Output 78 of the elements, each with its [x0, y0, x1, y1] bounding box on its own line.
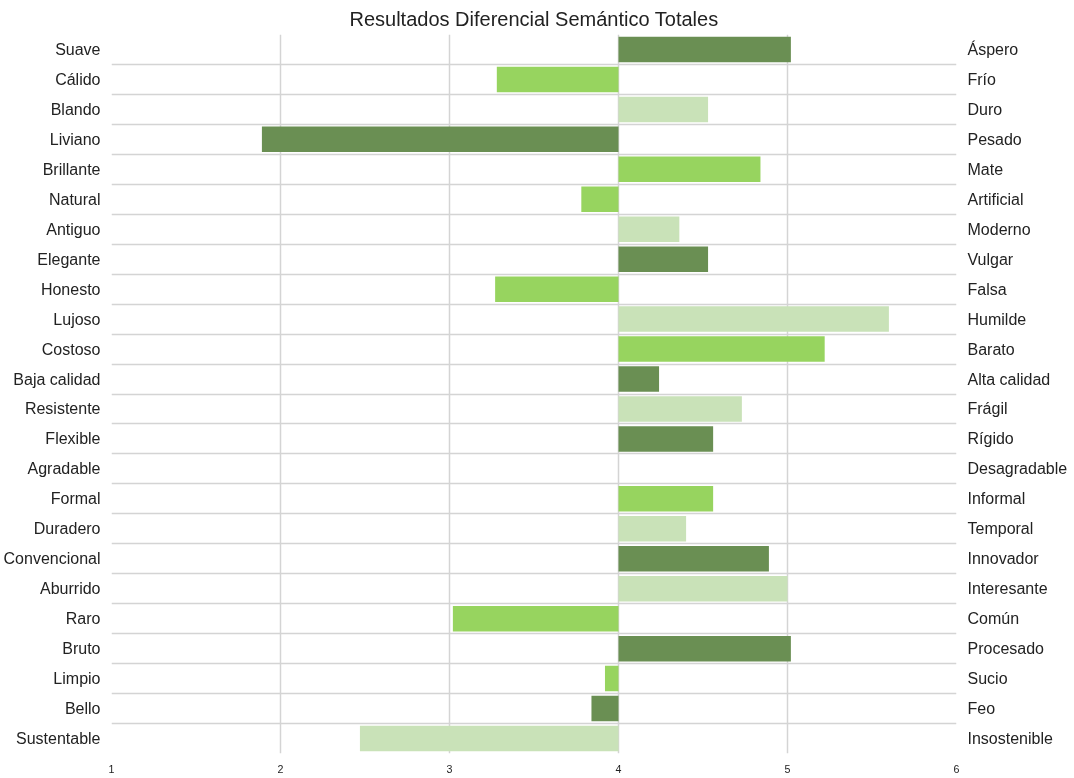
y-tick-label: Elegante [37, 250, 101, 268]
y-tick-label: Raro [65, 610, 101, 628]
y-tick-label: Honesto [40, 280, 101, 298]
y-tick-label: Agradable [27, 460, 101, 478]
bar [495, 276, 619, 302]
y2-tick-label: Común [967, 610, 1020, 628]
y2-tick-label: Duro [967, 100, 1003, 118]
bar [618, 96, 709, 123]
y-tick-label: Bello [64, 700, 101, 718]
y-tick-label: Brillante [42, 160, 101, 178]
bar [604, 665, 619, 692]
bar [618, 156, 761, 183]
y2-tick-label: Vulgar [967, 250, 1014, 268]
y2-tick-label: Desagradable [967, 460, 1068, 478]
x-tick-label: 1 [108, 762, 115, 775]
y2-tick-label: Moderno [967, 220, 1031, 238]
y-tick-label: Antiguo [46, 220, 101, 238]
y2-tick-label: Pesado [967, 130, 1022, 148]
y2-tick-label: Humilde [967, 310, 1027, 328]
y2-tick-label: Insostenible [967, 730, 1053, 748]
y-tick-label: Blando [50, 100, 101, 118]
bar [452, 605, 619, 632]
y2-tick-label: Áspero [967, 39, 1019, 58]
y-tick-label: Baja calidad [13, 370, 101, 388]
bar [618, 246, 709, 272]
bar [618, 366, 660, 392]
x-tick-label: 2 [277, 762, 284, 775]
y-tick-label: Limpio [53, 670, 101, 688]
x-tick-label: 3 [446, 762, 453, 775]
bar [359, 725, 619, 752]
y2-tick-label: Artificial [967, 190, 1024, 208]
y-tick-label: Suave [55, 40, 101, 58]
y-tick-label: Lujoso [53, 310, 101, 328]
y-tick-label: Costoso [41, 340, 101, 358]
y2-tick-label: Alta calidad [967, 370, 1051, 388]
bar [496, 66, 619, 93]
bar [618, 216, 680, 242]
y-tick-label: Formal [50, 490, 101, 508]
bar [618, 396, 742, 422]
y-tick-label: Flexible [45, 430, 101, 448]
y2-tick-label: Temporal [967, 520, 1034, 538]
y-tick-label: Natural [48, 190, 101, 208]
y-tick-label: Sustentable [15, 730, 101, 748]
y2-tick-label: Barato [967, 340, 1015, 358]
y2-tick-label: Informal [967, 490, 1026, 508]
x-tick-label: 5 [784, 762, 791, 775]
bar [618, 516, 687, 542]
bar [618, 306, 889, 332]
x-tick-label: 6 [953, 762, 960, 775]
y-tick-label: Bruto [62, 640, 101, 658]
y2-tick-label: Interesante [967, 580, 1048, 598]
x-tick-label: 4 [615, 762, 622, 775]
y-tick-label: Cálido [55, 70, 101, 88]
y2-tick-label: Mate [967, 160, 1004, 178]
y2-tick-label: Sucio [967, 670, 1008, 688]
bar [618, 36, 791, 63]
y-tick-label: Liviano [49, 130, 101, 148]
bar [618, 486, 714, 512]
y2-tick-label: Falsa [967, 280, 1007, 298]
bar [618, 576, 788, 602]
bar [581, 186, 619, 212]
y2-tick-label: Frío [967, 70, 997, 88]
y-tick-label: Resistente [24, 400, 101, 418]
y2-tick-label: Innovador [967, 550, 1040, 568]
y2-tick-label: Frágil [967, 400, 1008, 418]
y2-tick-label: Rígido [967, 430, 1014, 448]
bar [591, 695, 619, 722]
y-tick-label: Duradero [33, 520, 101, 538]
y2-tick-label: Procesado [967, 640, 1045, 658]
bar [618, 336, 825, 362]
y-tick-label: Aburrido [40, 580, 101, 598]
chart-title: Resultados Diferencial Semántico Totales [349, 7, 719, 30]
bar [261, 126, 619, 153]
bar [618, 635, 791, 662]
bar [618, 546, 769, 572]
y-tick-label: Convencional [3, 550, 101, 568]
bar [618, 426, 714, 452]
y2-tick-label: Feo [967, 700, 996, 718]
